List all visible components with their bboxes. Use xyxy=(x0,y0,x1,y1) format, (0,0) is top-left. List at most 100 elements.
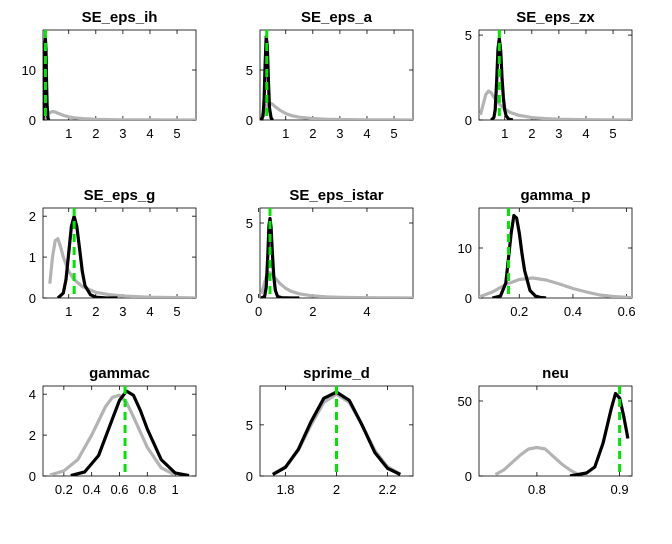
y-tick-label: 0 xyxy=(29,291,36,306)
panel-4: SE_eps_g 1 2 3 4 5 0 1 2 xyxy=(29,187,197,319)
x-tick-label: 5 xyxy=(173,304,180,319)
panel-title: sprime_d xyxy=(303,365,370,382)
y-tick-label: 0 xyxy=(29,469,36,484)
panel-title: SE_eps_zx xyxy=(516,9,595,26)
x-tick-label: 2.2 xyxy=(378,482,396,497)
plot-area xyxy=(48,208,196,298)
y-tick-label: 5 xyxy=(465,28,472,43)
y-tick-label: 0 xyxy=(246,291,253,306)
posterior-density-line xyxy=(492,213,547,298)
y-tick-label: 1 xyxy=(29,250,36,265)
y-tick-label: 0 xyxy=(246,469,253,484)
posterior-density-line xyxy=(260,216,300,298)
plot-area xyxy=(260,208,413,298)
x-tick-label: 0.2 xyxy=(55,482,73,497)
x-tick-label: 2 xyxy=(309,126,316,141)
posterior-density-line xyxy=(260,35,274,120)
x-tick-label: 0.6 xyxy=(110,482,128,497)
plot-area xyxy=(260,30,413,120)
panel-title: neu xyxy=(542,365,569,382)
panel-title: SE_eps_g xyxy=(84,187,156,204)
x-tick-label: 3 xyxy=(555,126,562,141)
x-tick-label: 2 xyxy=(92,304,99,319)
x-tick-label: 2 xyxy=(309,304,316,319)
y-tick-label: 0 xyxy=(29,113,36,128)
x-tick-label: 1 xyxy=(501,126,508,141)
x-tick-label: 4 xyxy=(363,304,370,319)
x-tick-label: 2 xyxy=(528,126,535,141)
prior-density-line xyxy=(48,237,196,298)
x-tick-label: 1 xyxy=(172,482,179,497)
y-tick-label: 0 xyxy=(246,113,253,128)
y-tick-label: 5 xyxy=(246,63,253,78)
x-tick-label: 0.8 xyxy=(528,482,546,497)
x-tick-label: 2 xyxy=(333,482,340,497)
x-tick-label: 2 xyxy=(92,126,99,141)
x-tick-label: 5 xyxy=(609,126,616,141)
plot-area xyxy=(479,30,632,120)
y-tick-label: 5 xyxy=(246,418,253,433)
x-tick-label: 0 xyxy=(255,304,262,319)
y-tick-label: 4 xyxy=(29,387,36,402)
panel-title: SE_eps_istar xyxy=(289,187,383,204)
panel-8: sprime_d 1.8 2 2.2 0 5 xyxy=(246,365,414,497)
x-tick-label: 1 xyxy=(65,304,72,319)
x-tick-label: 3 xyxy=(119,126,126,141)
x-tick-label: 0.8 xyxy=(138,482,156,497)
plot-area xyxy=(479,208,632,298)
x-tick-label: 5 xyxy=(173,126,180,141)
panel-3: SE_eps_zx 1 2 3 4 5 0 5 xyxy=(465,9,633,141)
x-tick-label: 4 xyxy=(363,126,370,141)
y-tick-label: 2 xyxy=(29,428,36,443)
x-tick-label: 4 xyxy=(582,126,589,141)
y-tick-label: 5 xyxy=(246,216,253,231)
axes-box xyxy=(42,29,197,121)
prior-density-line xyxy=(49,393,176,476)
panel-1: SE_eps_ih 1 2 3 4 5 0 10 xyxy=(22,9,197,141)
y-tick-label: 0 xyxy=(465,291,472,306)
x-tick-label: 0.6 xyxy=(618,304,636,319)
x-tick-label: 5 xyxy=(390,126,397,141)
y-tick-label: 10 xyxy=(22,63,36,78)
x-tick-label: 1 xyxy=(65,126,72,141)
posterior-density-line xyxy=(569,391,630,476)
x-tick-label: 1.8 xyxy=(276,482,294,497)
plot-area xyxy=(49,386,190,476)
axes-box xyxy=(259,29,414,121)
plot-area xyxy=(494,386,630,476)
axes-box xyxy=(478,385,633,477)
y-tick-label: 0 xyxy=(465,113,472,128)
panel-5: SE_eps_istar 0 2 4 0 5 xyxy=(246,187,414,319)
prior-density-line xyxy=(479,89,632,120)
panel-9: neu 0.8 0.9 0 50 xyxy=(458,365,633,497)
prior-density-line xyxy=(260,270,413,298)
panel-title: gammac xyxy=(89,365,150,382)
y-tick-label: 2 xyxy=(29,209,36,224)
panel-title: SE_eps_a xyxy=(301,9,373,26)
panel-6: gamma_p 0.2 0.4 0.6 0 10 xyxy=(458,187,636,319)
x-tick-label: 1 xyxy=(282,126,289,141)
y-tick-label: 0 xyxy=(465,469,472,484)
x-tick-label: 0.4 xyxy=(83,482,101,497)
panel-title: gamma_p xyxy=(520,187,590,204)
axes-box xyxy=(478,207,633,299)
x-tick-label: 3 xyxy=(336,126,343,141)
y-tick-label: 50 xyxy=(458,394,472,409)
axes-box xyxy=(42,207,197,299)
plot-area xyxy=(272,386,402,476)
x-tick-label: 4 xyxy=(146,304,153,319)
plot-area xyxy=(43,30,196,120)
posterior-density-line xyxy=(70,389,190,476)
panel-title: SE_eps_ih xyxy=(82,9,158,26)
posterior-density-line xyxy=(56,214,118,298)
x-tick-label: 0.2 xyxy=(510,304,528,319)
prior-density-line xyxy=(260,101,413,120)
prior-density-line xyxy=(43,109,196,120)
x-tick-label: 0.4 xyxy=(564,304,582,319)
x-tick-label: 3 xyxy=(119,304,126,319)
panel-7: gammac 0.2 0.4 0.6 0.8 1 0 2 4 xyxy=(29,365,197,497)
panel-2: SE_eps_a 1 2 3 4 5 0 5 xyxy=(246,9,414,141)
x-tick-label: 4 xyxy=(146,126,153,141)
x-tick-label: 0.9 xyxy=(611,482,629,497)
